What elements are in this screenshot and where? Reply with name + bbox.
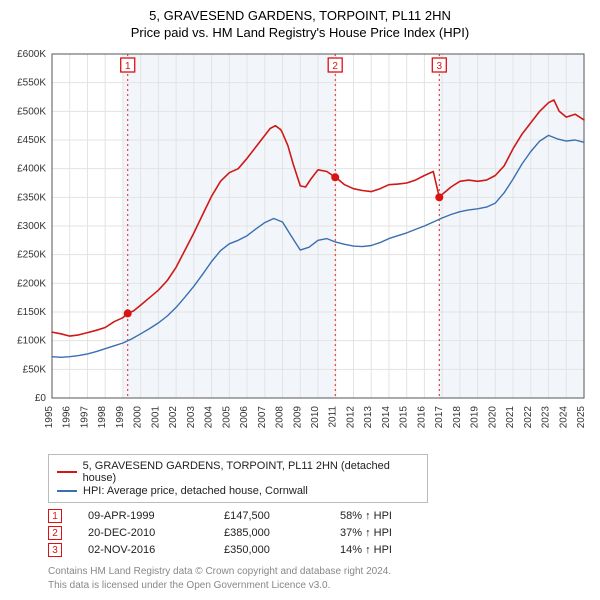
svg-text:£600K: £600K	[17, 49, 46, 60]
svg-text:2019: 2019	[470, 406, 481, 429]
svg-text:2015: 2015	[399, 406, 410, 429]
svg-text:2016: 2016	[416, 406, 427, 429]
svg-text:1998: 1998	[97, 406, 108, 429]
svg-text:2007: 2007	[257, 406, 268, 429]
transaction-price: £350,000	[224, 544, 314, 556]
transactions-table: 1 09-APR-1999 £147,500 58% ↑ HPI 2 20-DE…	[48, 509, 592, 557]
transaction-marker: 3	[48, 543, 62, 557]
legend-item-hpi: HPI: Average price, detached house, Corn…	[57, 485, 419, 497]
svg-text:2002: 2002	[168, 406, 179, 429]
svg-text:2020: 2020	[487, 406, 498, 429]
legend-item-subject: 5, GRAVESEND GARDENS, TORPOINT, PL11 2HN…	[57, 460, 419, 484]
chart-svg: £0 £50K £100K £150K £200K £250K £300K £350K £400…	[8, 46, 592, 446]
svg-text:£50K: £50K	[23, 364, 47, 375]
svg-text:2008: 2008	[275, 406, 286, 429]
transaction-delta: 37% ↑ HPI	[340, 527, 430, 539]
svg-text:2000: 2000	[133, 406, 144, 429]
svg-text:2018: 2018	[452, 406, 463, 429]
transaction-date: 09-APR-1999	[88, 510, 198, 522]
legend-label-subject: 5, GRAVESEND GARDENS, TORPOINT, PL11 2HN…	[83, 460, 419, 484]
svg-text:2013: 2013	[363, 406, 374, 429]
svg-text:2001: 2001	[150, 406, 161, 429]
chart-area: £0 £50K £100K £150K £200K £250K £300K £350K £400…	[8, 46, 592, 446]
svg-text:2004: 2004	[204, 406, 215, 429]
transaction-delta: 58% ↑ HPI	[340, 510, 430, 522]
svg-text:£350K: £350K	[17, 192, 46, 203]
svg-text:2003: 2003	[186, 406, 197, 429]
svg-text:£400K: £400K	[17, 164, 46, 175]
transaction-row: 2 20-DEC-2010 £385,000 37% ↑ HPI	[48, 526, 592, 540]
transaction-price: £385,000	[224, 527, 314, 539]
chart-title-line2: Price paid vs. HM Land Registry's House …	[8, 25, 592, 40]
svg-text:£150K: £150K	[17, 307, 46, 318]
svg-text:2023: 2023	[541, 406, 552, 429]
transaction-marker: 1	[48, 509, 62, 523]
footnote: Contains HM Land Registry data © Crown c…	[48, 565, 592, 592]
svg-text:2010: 2010	[310, 406, 321, 429]
chart-title-line1: 5, GRAVESEND GARDENS, TORPOINT, PL11 2HN	[8, 8, 592, 23]
svg-text:£550K: £550K	[17, 78, 46, 89]
svg-text:£0: £0	[35, 393, 47, 404]
legend-swatch-hpi	[57, 490, 77, 492]
svg-text:£300K: £300K	[17, 221, 46, 232]
svg-text:2017: 2017	[434, 406, 445, 429]
svg-text:2005: 2005	[221, 406, 232, 429]
svg-text:£250K: £250K	[17, 250, 46, 261]
svg-text:2024: 2024	[558, 406, 569, 429]
svg-text:2011: 2011	[328, 406, 339, 428]
svg-text:2009: 2009	[292, 406, 303, 429]
transaction-price: £147,500	[224, 510, 314, 522]
svg-text:1997: 1997	[79, 406, 90, 429]
svg-text:1999: 1999	[115, 406, 126, 429]
svg-text:2014: 2014	[381, 406, 392, 429]
transaction-row: 3 02-NOV-2016 £350,000 14% ↑ HPI	[48, 543, 592, 557]
svg-text:2012: 2012	[345, 406, 356, 429]
footnote-line1: Contains HM Land Registry data © Crown c…	[48, 565, 592, 579]
transaction-row: 1 09-APR-1999 £147,500 58% ↑ HPI	[48, 509, 592, 523]
svg-text:2006: 2006	[239, 406, 250, 429]
svg-text:2025: 2025	[576, 406, 587, 429]
legend-swatch-subject	[57, 471, 77, 473]
transaction-date: 02-NOV-2016	[88, 544, 198, 556]
legend-box: 5, GRAVESEND GARDENS, TORPOINT, PL11 2HN…	[48, 454, 428, 503]
legend-label-hpi: HPI: Average price, detached house, Corn…	[83, 485, 308, 497]
svg-text:£450K: £450K	[17, 135, 46, 146]
svg-text:£500K: £500K	[17, 106, 46, 117]
svg-text:2: 2	[332, 61, 338, 72]
svg-text:1996: 1996	[62, 406, 73, 429]
transaction-delta: 14% ↑ HPI	[340, 544, 430, 556]
svg-text:£100K: £100K	[17, 336, 46, 347]
transaction-date: 20-DEC-2010	[88, 527, 198, 539]
transaction-marker: 2	[48, 526, 62, 540]
svg-text:1: 1	[125, 61, 131, 72]
svg-text:1995: 1995	[44, 406, 55, 429]
svg-text:2022: 2022	[523, 406, 534, 429]
svg-text:3: 3	[437, 61, 443, 72]
svg-text:2021: 2021	[505, 406, 516, 429]
svg-text:£200K: £200K	[17, 278, 46, 289]
